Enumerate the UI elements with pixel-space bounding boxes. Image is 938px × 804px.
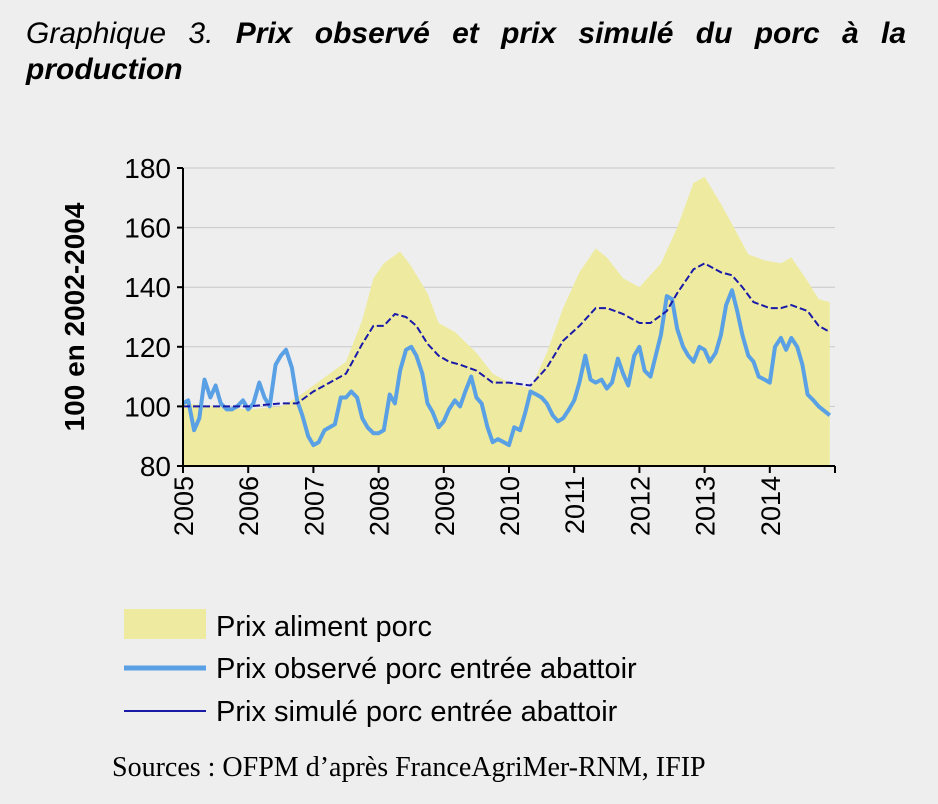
x-tick-label-2006: 2006 [234,476,264,536]
legend-item-2: Prix observé porc entrée abattoir [124,653,637,685]
y-tick-label-160: 160 [124,213,171,244]
y-tick-label-140: 140 [124,272,171,303]
y-tick-labels: 80 100 120 140 160 180 [124,153,171,482]
x-tick-label-2009: 2009 [430,476,460,536]
x-tick-label-2013: 2013 [691,476,721,536]
legend-label-2: Prix observé porc entrée abattoir [216,653,637,685]
series-area-prix-aliment [183,176,830,466]
legend: Prix aliment porc Prix observé porc entré… [124,609,637,728]
chart-title: Graphique 3. Prix observé et prix simulé… [26,16,906,88]
x-tick-labels: 2005 2006 2007 2008 2009 2010 2011 2012 2013 2014 [169,476,786,536]
series-line-prix-observe [182,288,832,448]
legend-item-1: Prix aliment porc [124,609,432,643]
legend-label-1: Prix aliment porc [216,611,432,643]
axes [177,167,836,473]
x-tick-label-2012: 2012 [625,476,655,536]
x-tick-label-2005: 2005 [169,476,199,536]
y-tick-label-100: 100 [124,391,171,422]
x-tick-label-2014: 2014 [756,476,786,536]
x-tick-label-2008: 2008 [365,476,395,536]
legend-item-3: Prix simulé porc entrée abattoir [124,696,618,728]
x-tick-label-2011: 2011 [560,476,590,534]
legend-label-3: Prix simulé porc entrée abattoir [216,696,618,728]
source-note: Sources : OFPM d’après FranceAgriMer-RNM… [112,752,706,783]
chart-title-lead: Graphique 3. [26,17,214,50]
x-tick-label-2010: 2010 [495,476,525,536]
y-axis-label: 100 en 2002-2004 [59,202,90,431]
y-tick-label-180: 180 [124,153,171,184]
legend-swatch-area [124,609,206,639]
x-tick-label-2007: 2007 [299,476,329,536]
chart-title-main: Prix observé et prix simulé du porc à la… [26,17,907,86]
y-tick-label-80: 80 [140,451,171,482]
series-line-prix-simule [183,262,831,408]
y-tick-label-120: 120 [124,332,171,363]
